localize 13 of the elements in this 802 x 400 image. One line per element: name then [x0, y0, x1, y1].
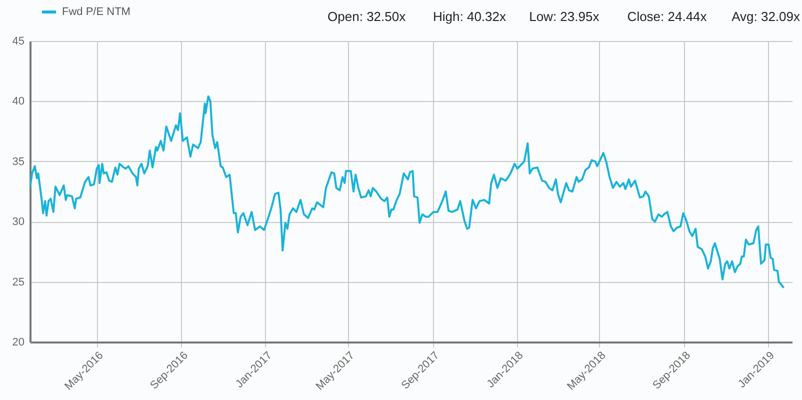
y-tick-label: 35: [12, 156, 24, 168]
y-tick-label: 20: [12, 336, 24, 348]
text: Open: 32.50x: [328, 9, 406, 24]
text: Low: 23.95x: [529, 9, 600, 24]
text: Close: 24.44x: [627, 9, 708, 24]
y-tick-label: 25: [12, 276, 24, 288]
y-tick-label: 30: [12, 216, 24, 228]
text: High: 40.32x: [433, 9, 506, 24]
y-tick-label: 45: [12, 36, 24, 48]
text: Avg: 32.09x: [732, 9, 800, 24]
legend-label: Fwd P/E NTM: [62, 6, 130, 18]
y-tick-label: 40: [12, 96, 24, 108]
line-series: [30, 95, 785, 289]
